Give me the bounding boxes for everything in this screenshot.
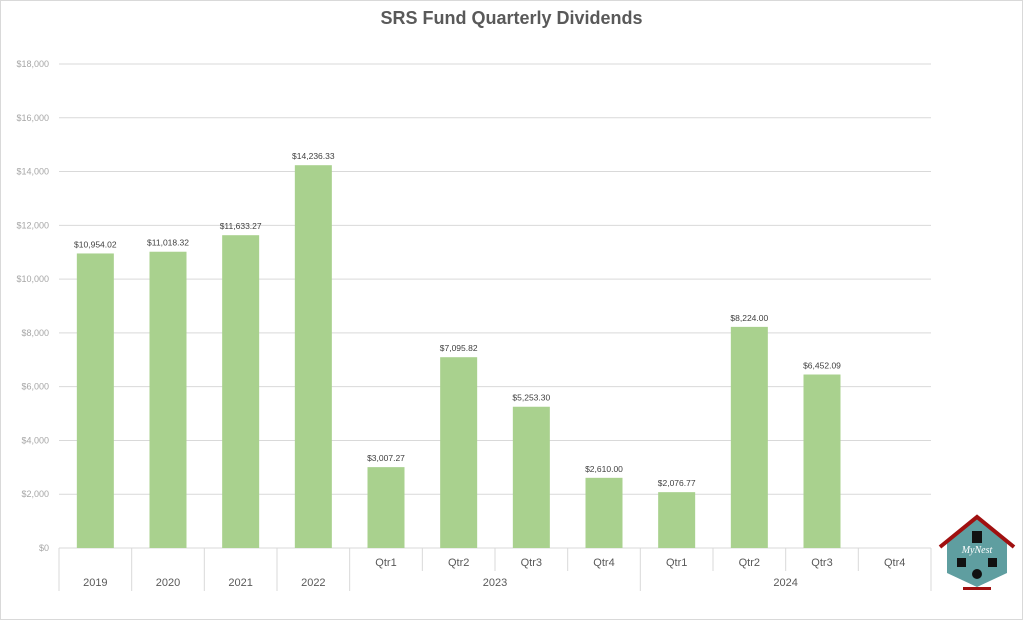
category-label: 2020 [156,577,180,589]
y-tick-label: $12,000 [16,220,49,230]
mynest-logo-icon: MyNest [938,514,1016,590]
group-label: 2023 [483,577,507,589]
y-tick-label: $18,000 [16,59,49,69]
category-label: Qtr3 [521,557,542,569]
bar [440,357,478,548]
data-label: $10,954.02 [74,239,117,249]
data-label: $11,018.32 [147,238,189,248]
bar [730,326,768,548]
group-label: 2024 [773,577,797,589]
bar [149,251,187,548]
bar [512,406,550,548]
category-label: 2022 [301,577,325,589]
data-label: $3,007.27 [367,453,405,463]
category-label: Qtr2 [448,557,469,569]
bar [803,374,841,548]
data-label: $14,236.33 [292,151,335,161]
data-label: $6,452.09 [803,361,841,371]
y-tick-label: $6,000 [21,382,49,392]
data-label: $11,633.27 [220,221,262,231]
svg-text:MyNest: MyNest [961,545,993,556]
data-label: $2,076.77 [658,478,696,488]
y-tick-label: $2,000 [21,489,49,499]
bar [222,235,260,549]
bar [294,165,332,548]
y-tick-label: $0 [39,543,49,553]
y-tick-label: $4,000 [21,435,49,445]
data-label: $5,253.30 [512,393,550,403]
data-label: $7,095.82 [440,343,478,353]
bar [585,477,623,548]
y-tick-label: $8,000 [21,328,49,338]
y-tick-label: $14,000 [16,167,49,177]
data-label: $8,224.00 [730,313,768,323]
category-label: 2021 [228,577,252,589]
data-label: $2,610.00 [585,464,623,474]
category-label: Qtr4 [593,557,614,569]
category-label: Qtr3 [811,557,832,569]
bar [658,492,696,548]
category-label: Qtr2 [739,557,760,569]
category-label: Qtr1 [666,557,687,569]
y-tick-label: $16,000 [16,113,49,123]
category-label: Qtr1 [375,557,396,569]
category-label: 2019 [83,577,107,589]
category-label: Qtr4 [884,557,905,569]
bar [76,253,114,549]
chart-title: SRS Fund Quarterly Dividends [380,8,643,28]
bar [367,467,405,548]
y-tick-label: $10,000 [16,274,49,284]
